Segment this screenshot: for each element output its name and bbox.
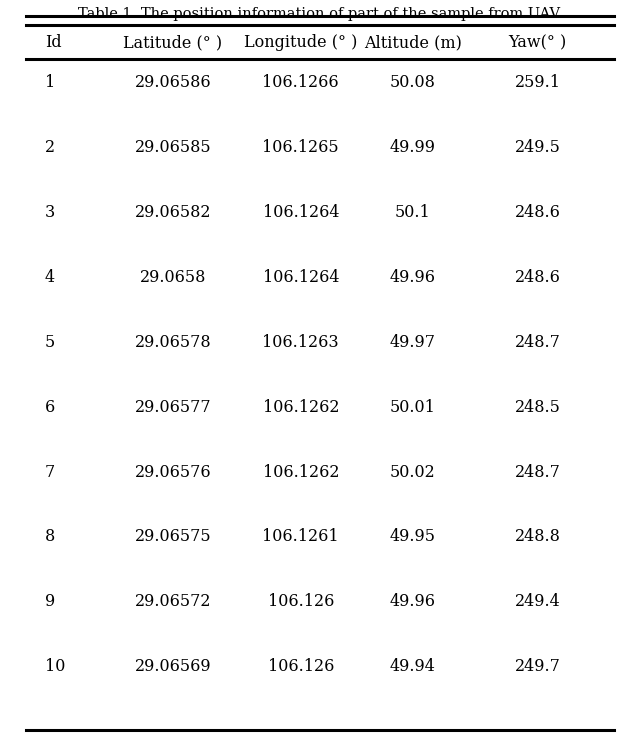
- Text: 259.1: 259.1: [515, 74, 561, 92]
- Text: 106.1262: 106.1262: [262, 463, 339, 480]
- Text: 29.06569: 29.06569: [134, 658, 211, 675]
- Text: 29.06582: 29.06582: [134, 204, 211, 221]
- Text: 1: 1: [45, 74, 55, 92]
- Text: 249.4: 249.4: [515, 593, 561, 610]
- Text: 249.5: 249.5: [515, 139, 561, 156]
- Text: 5: 5: [45, 334, 55, 351]
- Text: 29.06578: 29.06578: [134, 334, 211, 351]
- Text: 106.1264: 106.1264: [262, 269, 339, 286]
- Text: 248.6: 248.6: [515, 204, 561, 221]
- Text: Latitude (° ): Latitude (° ): [124, 34, 222, 52]
- Text: 248.7: 248.7: [515, 334, 561, 351]
- Text: 248.8: 248.8: [515, 528, 561, 545]
- Text: 106.126: 106.126: [268, 593, 334, 610]
- Text: 49.97: 49.97: [390, 334, 436, 351]
- Text: 50.02: 50.02: [390, 463, 436, 480]
- Text: 106.1261: 106.1261: [262, 528, 339, 545]
- Text: 29.06585: 29.06585: [134, 139, 211, 156]
- Text: 29.06577: 29.06577: [134, 398, 211, 416]
- Text: 29.06572: 29.06572: [134, 593, 211, 610]
- Text: 49.96: 49.96: [390, 269, 436, 286]
- Text: Altitude (m): Altitude (m): [364, 34, 461, 52]
- Text: 106.1265: 106.1265: [262, 139, 339, 156]
- Text: 7: 7: [45, 463, 55, 480]
- Text: 249.7: 249.7: [515, 658, 561, 675]
- Text: 49.96: 49.96: [390, 593, 436, 610]
- Text: 106.126: 106.126: [268, 658, 334, 675]
- Text: 49.99: 49.99: [390, 139, 436, 156]
- Text: 29.0658: 29.0658: [140, 269, 206, 286]
- Text: 3: 3: [45, 204, 55, 221]
- Text: 9: 9: [45, 593, 55, 610]
- Text: 106.1263: 106.1263: [262, 334, 339, 351]
- Text: Id: Id: [45, 34, 61, 52]
- Text: Yaw(° ): Yaw(° ): [508, 34, 567, 52]
- Text: 29.06575: 29.06575: [134, 528, 211, 545]
- Text: 6: 6: [45, 398, 55, 416]
- Text: 248.5: 248.5: [515, 398, 561, 416]
- Text: 50.08: 50.08: [390, 74, 436, 92]
- Text: 49.94: 49.94: [390, 658, 436, 675]
- Text: 2: 2: [45, 139, 55, 156]
- Text: 248.7: 248.7: [515, 463, 561, 480]
- Text: 4: 4: [45, 269, 55, 286]
- Text: 106.1262: 106.1262: [262, 398, 339, 416]
- Text: 106.1266: 106.1266: [262, 74, 339, 92]
- Text: Table 1. The position information of part of the sample from UAV.: Table 1. The position information of par…: [78, 7, 562, 21]
- Text: Longitude (° ): Longitude (° ): [244, 34, 358, 52]
- Text: 106.1264: 106.1264: [262, 204, 339, 221]
- Text: 29.06586: 29.06586: [134, 74, 211, 92]
- Text: 29.06576: 29.06576: [134, 463, 211, 480]
- Text: 50.01: 50.01: [390, 398, 436, 416]
- Text: 49.95: 49.95: [390, 528, 436, 545]
- Text: 10: 10: [45, 658, 65, 675]
- Text: 248.6: 248.6: [515, 269, 561, 286]
- Text: 8: 8: [45, 528, 55, 545]
- Text: 50.1: 50.1: [395, 204, 431, 221]
